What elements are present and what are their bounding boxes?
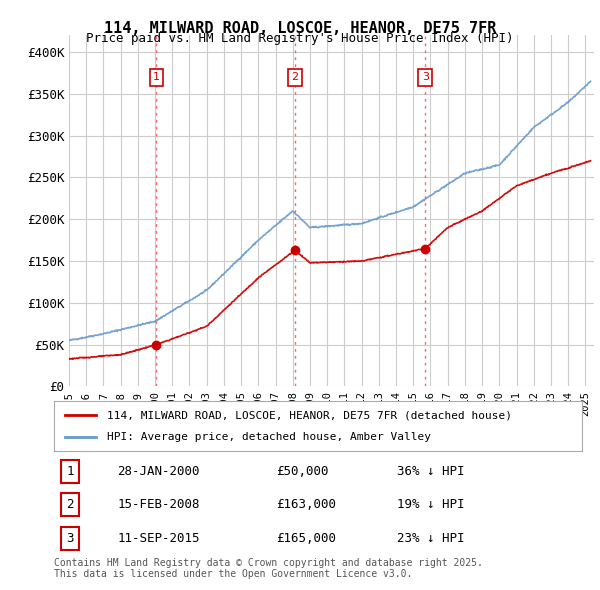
Text: HPI: Average price, detached house, Amber Valley: HPI: Average price, detached house, Ambe… (107, 432, 431, 442)
Text: £165,000: £165,000 (276, 532, 336, 545)
Text: £50,000: £50,000 (276, 466, 328, 478)
Text: 11-SEP-2015: 11-SEP-2015 (118, 532, 200, 545)
Text: 19% ↓ HPI: 19% ↓ HPI (397, 499, 465, 512)
Text: 36% ↓ HPI: 36% ↓ HPI (397, 466, 465, 478)
Text: 28-JAN-2000: 28-JAN-2000 (118, 466, 200, 478)
Text: 2: 2 (66, 499, 74, 512)
Text: 3: 3 (66, 532, 74, 545)
Text: 15-FEB-2008: 15-FEB-2008 (118, 499, 200, 512)
Text: 114, MILWARD ROAD, LOSCOE, HEANOR, DE75 7FR: 114, MILWARD ROAD, LOSCOE, HEANOR, DE75 … (104, 21, 496, 35)
Text: 2: 2 (292, 72, 299, 82)
Text: £163,000: £163,000 (276, 499, 336, 512)
Text: 23% ↓ HPI: 23% ↓ HPI (397, 532, 465, 545)
Text: 1: 1 (66, 466, 74, 478)
Text: 3: 3 (422, 72, 429, 82)
Text: 114, MILWARD ROAD, LOSCOE, HEANOR, DE75 7FR (detached house): 114, MILWARD ROAD, LOSCOE, HEANOR, DE75 … (107, 410, 512, 420)
Text: 1: 1 (153, 72, 160, 82)
Text: Price paid vs. HM Land Registry's House Price Index (HPI): Price paid vs. HM Land Registry's House … (86, 32, 514, 45)
Text: Contains HM Land Registry data © Crown copyright and database right 2025.
This d: Contains HM Land Registry data © Crown c… (54, 558, 483, 579)
